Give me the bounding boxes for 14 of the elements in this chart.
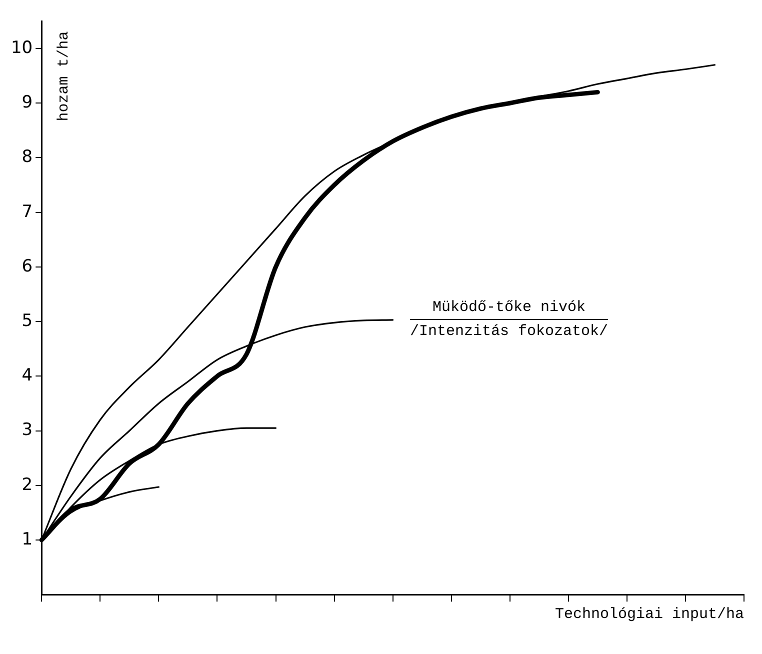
annotation: /Intenzitás fokozatok/ [410, 322, 608, 342]
y-tick-label: 4 [22, 366, 33, 386]
y-tick-label: 6 [22, 256, 33, 276]
y-tick-label: 7 [22, 202, 33, 222]
y-tick-label: 2 [22, 474, 33, 495]
y-tick-label: 8 [22, 147, 33, 168]
annotation: Müködő-tőke nivók [410, 296, 608, 320]
y-tick-label: 10 [10, 38, 33, 58]
y-tick-label: 1 [22, 529, 33, 550]
y-tick-label: 9 [22, 92, 33, 113]
x-axis-title: Technológiai input/ha [554, 606, 744, 624]
y-tick-label: 5 [22, 310, 33, 331]
y-axis-title: hozam t/ha [56, 31, 73, 122]
y-tick-label: 3 [22, 420, 33, 440]
